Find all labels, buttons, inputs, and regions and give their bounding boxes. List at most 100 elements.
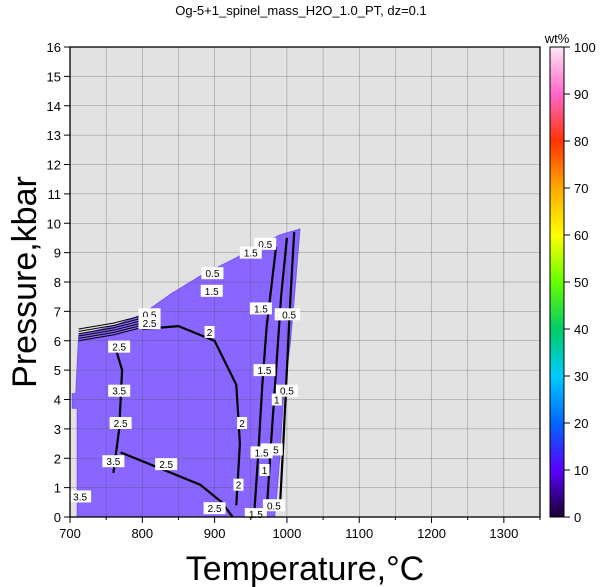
contour-label-text: 1 (274, 396, 280, 407)
contour-label: 2.5 (109, 417, 132, 430)
contour-label-bg (259, 464, 270, 476)
contour-label: 1.5 (253, 364, 276, 377)
contour-label-bg (109, 417, 132, 429)
contour-label-bg (271, 393, 282, 406)
contour-label-bg (253, 364, 276, 377)
contour-label-text: 2 (236, 481, 242, 492)
contour-label-text: 0.5 (267, 501, 281, 512)
y-tick-label: 8 (54, 275, 61, 290)
contour-label: 0.5 (262, 499, 285, 512)
contour-line-thin (78, 324, 143, 339)
contour-label-text: 1.5 (249, 510, 263, 521)
colorbar-tick-label: 0 (574, 510, 581, 525)
y-tick-label: 1 (54, 481, 61, 496)
contour-label: 2 (237, 417, 248, 430)
contour-label: 2 (204, 325, 215, 339)
contour-label-text: 0.5 (280, 387, 294, 398)
contour-label-bg (108, 340, 131, 353)
y-tick-label: 16 (47, 40, 61, 55)
contour-label-text: 1 (262, 466, 268, 477)
contour-label-text: 2 (239, 419, 245, 430)
contour-label-bg (201, 267, 224, 280)
contour-label: 3.5 (102, 455, 125, 468)
contour-label: 3.5 (108, 384, 131, 398)
contour-label-text: 1.5 (244, 249, 258, 260)
contour-label-layer: 0.51.50.51.50.52.51.510.522.51.50.513.52… (69, 237, 301, 521)
contour-label-text: 2 (207, 328, 213, 339)
y-tick-label: 14 (47, 99, 61, 114)
x-axis-label: Temperature,°C (186, 550, 424, 587)
contour-label-bg (262, 499, 285, 512)
contour-label: 0.5 (201, 267, 224, 280)
contour-label-bg (249, 302, 272, 315)
colorbar-tick-label: 10 (574, 463, 588, 478)
contour-label-text: 2.5 (159, 460, 173, 471)
y-tick-label: 0 (54, 510, 61, 525)
y-tick-label: 2 (54, 451, 61, 466)
contour-label-bg (102, 455, 125, 468)
x-tick-label: 1000 (272, 526, 301, 541)
contour-label-bg (233, 478, 244, 491)
contour-label-text: 1.5 (205, 287, 219, 298)
contour-label: 2.5 (108, 340, 131, 354)
contour-line-thin (78, 317, 143, 332)
contour-label-text: 2.5 (112, 343, 126, 354)
x-tick-label: 1300 (489, 526, 518, 541)
contour-line-thin (78, 319, 143, 335)
colorbar (549, 46, 565, 518)
colorbar-tick-label: 60 (574, 228, 588, 243)
contour-line-thin (78, 322, 143, 337)
contour-label: 2 (233, 478, 244, 492)
contour-label-text: 3.5 (112, 387, 126, 398)
contour-label-text: 1.5 (255, 448, 269, 459)
y-tick-label: 10 (47, 216, 61, 231)
contour-line-thin (78, 327, 143, 342)
y-tick-label: 12 (47, 158, 61, 173)
contour-label-text: 1.5 (258, 366, 272, 377)
contour-label: 1.5 (200, 284, 223, 298)
colorbar-tick-label: 70 (574, 181, 588, 196)
contour-label-bg (200, 284, 223, 297)
chart-title: Og-5+1_spinel_mass_H2O_1.0_PT, dz=0.1 (175, 3, 427, 18)
contour-label: 1.5 (250, 446, 273, 459)
contour-label: 1 (259, 464, 270, 477)
x-tick-label: 1100 (345, 526, 373, 541)
y-tick-label: 9 (54, 246, 61, 261)
contour-label-bg (278, 308, 301, 321)
contour-line (278, 232, 296, 512)
y-tick-label: 11 (48, 187, 62, 202)
y-tick-label: 7 (54, 304, 61, 319)
y-tick-label: 6 (54, 334, 61, 349)
contour-label: 2.5 (203, 502, 226, 515)
y-tick-label: 3 (54, 422, 61, 437)
contour-line-thin (78, 315, 143, 330)
x-tick-label: 700 (59, 526, 81, 541)
contour-label-bg (203, 502, 226, 515)
contour-line (142, 324, 242, 506)
contour-label-text: 2.5 (208, 504, 222, 515)
y-tick-label: 5 (54, 363, 61, 378)
contour-label: 1.5 (239, 246, 262, 260)
contour-label-text: 0.5 (282, 310, 296, 321)
y-tick-label: 4 (54, 393, 61, 408)
contour-label-text: 0.5 (205, 269, 219, 280)
contour-label-text: 2.5 (143, 319, 157, 330)
contour-label: 0.5 (278, 308, 301, 321)
contour-label-text: 3.5 (106, 457, 120, 468)
contour-label-bg (239, 246, 262, 259)
y-axis-label: Pressure,kbar (6, 176, 44, 388)
colorbar-tick-label: 40 (574, 322, 588, 337)
contour-label-text: 3.5 (73, 492, 87, 503)
contour-label-bg (237, 417, 248, 429)
x-tick-label: 1200 (417, 526, 446, 541)
colorbar-label: wt% (544, 31, 570, 46)
contour-line (112, 340, 124, 474)
contour-label: 1.5 (249, 302, 272, 315)
contour-label-bg (250, 446, 273, 459)
colorbar-tick-label: 80 (574, 134, 588, 149)
colorbar-tick-label: 30 (574, 369, 588, 384)
contour-label-text: 2.5 (114, 419, 128, 430)
colorbar-ticks: 0 10 20 30 40 50 60 70 80 90 100 (564, 40, 596, 525)
contour-label-text: 0.5 (258, 240, 272, 251)
